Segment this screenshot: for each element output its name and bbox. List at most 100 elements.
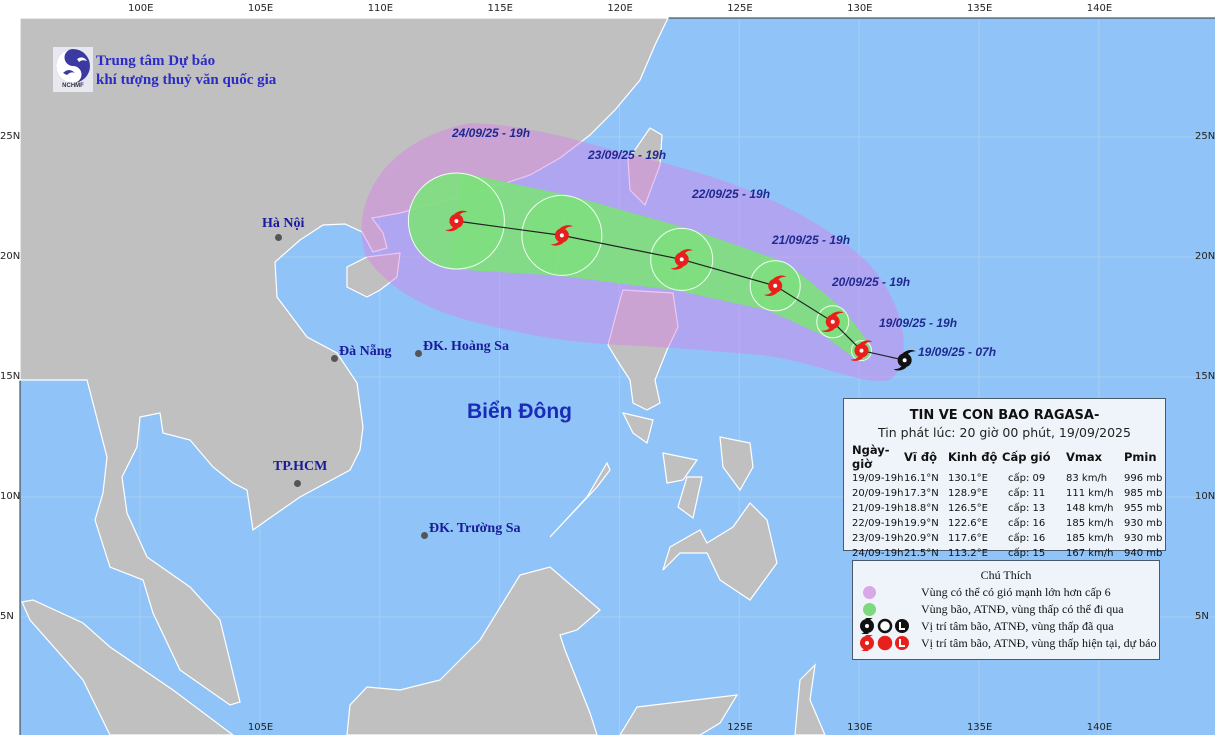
samar-leyte xyxy=(719,436,754,492)
legend-title: Chú Thích xyxy=(980,568,1032,582)
axis-label: 25N xyxy=(1195,131,1215,142)
mindanao xyxy=(662,502,778,601)
storm-center-icon xyxy=(860,635,874,651)
city-marker-hoangsa xyxy=(415,344,422,362)
green-circle-icon xyxy=(863,602,876,616)
table-row: 19/09-19h 16.1°N 130.1°E cấp: 09 83 km/h 996 … xyxy=(852,471,1162,486)
axis-label: 20N xyxy=(1195,251,1215,262)
uncertainty-circle xyxy=(850,340,872,362)
forecast-label: 19/09/25 - 07h xyxy=(918,345,997,359)
city-marker-hanoi xyxy=(275,228,282,246)
table-cell: 83 km/h xyxy=(1066,473,1108,484)
table-row: 22/09-19h 19.9°N 122.6°E cấp: 16 185 km/h 930… xyxy=(852,516,1162,531)
table-cell: 17.3°N xyxy=(904,488,939,499)
info-title: TIN VE CON BAO RAGASA- xyxy=(909,408,1100,423)
table-cell: cấp: 15 xyxy=(1008,548,1046,559)
storm-icon xyxy=(764,275,787,297)
axis-label: 10N xyxy=(1195,491,1215,502)
axis-label: 25N xyxy=(0,131,21,142)
borneo xyxy=(346,566,601,735)
org-line-2: khí tượng thuỷ văn quốc gia xyxy=(96,72,277,88)
panay xyxy=(662,452,699,484)
table-row: 20/09-19h 17.3°N 128.9°E cấp: 11 111 km/h 985… xyxy=(852,486,1162,501)
axis-label: 130E xyxy=(847,722,873,733)
table-cell: 955 mb xyxy=(1124,503,1163,514)
tropical-depression-icon xyxy=(877,618,893,634)
axis-label: 20N xyxy=(0,251,21,262)
negros-cebu xyxy=(677,476,703,520)
mindoro xyxy=(621,412,654,444)
axis-label: 5N xyxy=(1195,611,1209,622)
table-cell: 23/09-19h xyxy=(852,533,904,544)
forecast-label: 24/09/25 - 19h xyxy=(452,126,531,140)
axis-label: 140E xyxy=(1086,722,1113,733)
storm-icon xyxy=(670,249,693,270)
table-cell: 122.6°E xyxy=(948,518,988,529)
axis-label: 115E xyxy=(487,3,513,14)
legend: Chú Thích Vùng có thể có gió mạnh lớn hơ… xyxy=(852,560,1160,660)
city-marker-truongsa xyxy=(421,526,428,544)
table-cell: 167 km/h xyxy=(1066,548,1114,559)
forecast-label: 23/09/25 - 19h xyxy=(588,148,667,162)
axis-label: 135E xyxy=(966,722,993,733)
table-cell: 930 mb xyxy=(1124,533,1163,544)
axis-label: 130E xyxy=(847,3,873,14)
org-name: Trung tâm Dự báo khí tượng thuỷ văn quốc… xyxy=(96,52,276,90)
uncertainty-circle xyxy=(816,305,850,339)
pink-circle-icon xyxy=(863,585,876,599)
col-header: Ngày-giờ xyxy=(852,443,890,471)
uncertainty-circle xyxy=(650,227,714,291)
axis-label: 125E xyxy=(727,722,753,733)
legend-item: Vị trí tâm bão, ATNĐ, vùng thấp đã qua xyxy=(859,618,1114,634)
table-cell: cấp: 11 xyxy=(1008,488,1046,499)
table-cell: 18.8°N xyxy=(904,503,939,514)
table-cell: 985 mb xyxy=(1124,488,1163,499)
taiwan xyxy=(627,127,663,207)
table-cell: 130.1°E xyxy=(948,473,988,484)
storm-icon xyxy=(850,340,873,361)
col-header: Pmin xyxy=(1124,450,1157,464)
past-storm-icon xyxy=(893,349,916,371)
info-issued: Tin phát lúc: 20 giờ 00 phút, 19/09/2025 xyxy=(878,425,1131,440)
table-cell: 128.9°E xyxy=(948,488,988,499)
city-label-danang: Đà Nẵng xyxy=(339,344,392,359)
axis-label: 105E xyxy=(247,3,274,14)
land xyxy=(19,17,826,735)
table-cell: 16.1°N xyxy=(904,473,939,484)
palawan xyxy=(549,461,611,538)
axis-label: 140E xyxy=(1086,3,1113,14)
logo-icon xyxy=(53,47,93,92)
halmahera xyxy=(794,663,826,735)
table-cell: 19/09-19h xyxy=(852,473,904,484)
nchmf-logo: NCHMF xyxy=(53,47,93,92)
table-cell: 117.6°E xyxy=(948,533,988,544)
table-cell: cấp: 09 xyxy=(1008,473,1046,484)
hainan xyxy=(346,252,401,298)
storm-icon xyxy=(550,225,573,246)
org-line-1: Trung tâm Dự báo xyxy=(96,53,216,69)
forecast-label: 19/09/25 - 19h xyxy=(879,316,958,330)
table-cell: 996 mb xyxy=(1124,473,1163,484)
col-header: Cấp gió xyxy=(1002,450,1051,464)
forecast-label: 22/09/25 - 19h xyxy=(692,187,771,201)
table-cell: 185 km/h xyxy=(1066,518,1114,529)
table-cell: cấp: 16 xyxy=(1008,518,1046,529)
legend-text: Vị trí tâm bão, ATNĐ, vùng thấp hiện tại… xyxy=(921,635,1157,650)
table-cell: 185 km/h xyxy=(1066,533,1114,544)
forecast-table: Ngày-giờ Vĩ độ Kinh độ Cấp gió Vmax Pmin… xyxy=(852,442,1162,561)
table-row: 24/09-19h 21.5°N 113.2°E cấp: 15 167 km/h 940… xyxy=(852,546,1162,561)
storm-info-panel: TIN VE CON BAO RAGASA- Tin phát lúc: 20 … xyxy=(843,398,1166,559)
city-marker-danang xyxy=(331,349,338,367)
city-label-hanoi: Hà Nội xyxy=(262,216,305,231)
col-header: Kinh độ xyxy=(948,450,998,464)
table-cell: 148 km/h xyxy=(1066,503,1114,514)
table-cell: 940 mb xyxy=(1124,548,1163,559)
table-cell: 22/09-19h xyxy=(852,518,904,529)
forecast-label: 21/09/25 - 19h xyxy=(772,233,851,247)
table-cell: 126.5°E xyxy=(948,503,988,514)
low-pressure-icon xyxy=(895,619,909,633)
legend-item: Vùng có thể có gió mạnh lớn hơn cấp 6 xyxy=(859,584,1111,600)
table-cell: cấp: 13 xyxy=(1008,503,1046,514)
forecast-label: 20/09/25 - 19h xyxy=(832,275,911,289)
